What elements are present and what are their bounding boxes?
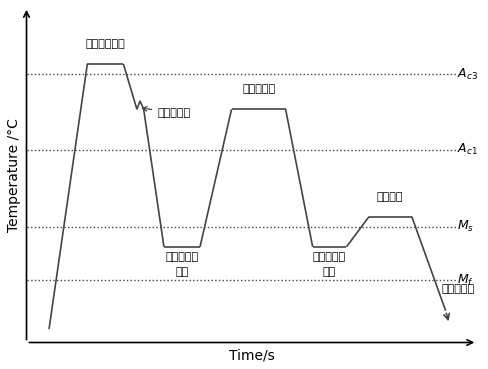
Text: 保温: 保温: [175, 267, 188, 277]
X-axis label: Time/s: Time/s: [229, 348, 275, 362]
Text: 亚温淨火后: 亚温淨火后: [313, 252, 346, 262]
Text: 第三次淨火: 第三次淨火: [441, 284, 474, 294]
Text: 保温: 保温: [323, 267, 336, 277]
Text: $A_{c3}$: $A_{c3}$: [457, 66, 478, 82]
Text: 亚温区保温: 亚温区保温: [242, 84, 275, 94]
Text: 第一次淨火: 第一次淨火: [165, 252, 199, 262]
Y-axis label: Temperature /°C: Temperature /°C: [7, 118, 21, 232]
Text: $M_f$: $M_f$: [457, 273, 474, 288]
Text: $M_s$: $M_s$: [457, 219, 474, 234]
Text: $A_{c1}$: $A_{c1}$: [457, 142, 478, 157]
Text: 固溶处理保温: 固溶处理保温: [85, 39, 125, 49]
Text: 热冲压成形: 热冲压成形: [142, 107, 190, 118]
Text: 配分保温: 配分保温: [377, 192, 404, 201]
